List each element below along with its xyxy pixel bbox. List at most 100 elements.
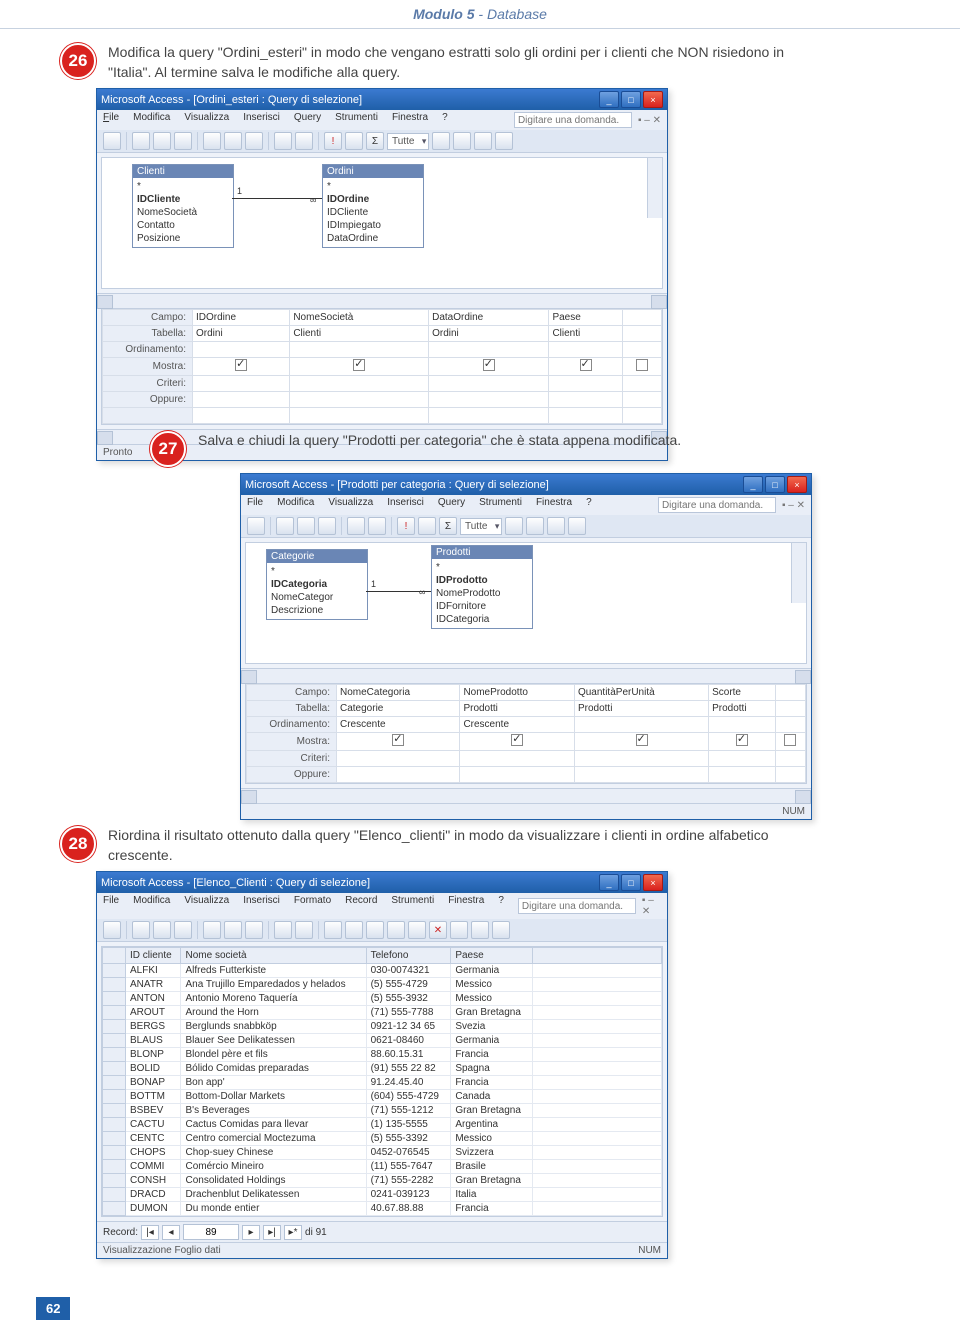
menu-item[interactable]: ?: [498, 895, 504, 917]
menu-item[interactable]: Inserisci: [243, 895, 280, 917]
menu-item[interactable]: Strumenti: [479, 497, 522, 513]
menu-item[interactable]: Modifica: [133, 895, 170, 917]
toolbar-icon[interactable]: [495, 132, 513, 150]
table-prodotti[interactable]: Prodotti * IDProdotto NomeProdotto IDFor…: [431, 545, 533, 629]
toolbar-icon[interactable]: [224, 132, 242, 150]
maximize-button[interactable]: □: [621, 91, 641, 108]
toolbar-icon[interactable]: [471, 921, 489, 939]
maximize-button[interactable]: □: [621, 874, 641, 891]
help-input[interactable]: [518, 898, 636, 914]
toolbar-icon[interactable]: [547, 517, 565, 535]
toolbar-icon[interactable]: [203, 921, 221, 939]
horizontal-scrollbar[interactable]: [241, 668, 811, 683]
menu-item[interactable]: Finestra: [448, 895, 484, 917]
close-button[interactable]: ×: [643, 874, 663, 891]
menu-item[interactable]: Record: [345, 895, 377, 917]
qbe-grid[interactable]: Campo: IDOrdineNomeSocietàDataOrdinePaes…: [101, 308, 663, 425]
menu-item[interactable]: File: [103, 895, 119, 917]
close-button[interactable]: ×: [787, 476, 807, 493]
nav-prev-button[interactable]: ◂: [162, 1225, 180, 1240]
menu-item[interactable]: Visualizza: [328, 497, 373, 513]
menu-file[interactable]: FFileile: [103, 112, 119, 128]
table-row[interactable]: DRACDDrachenblut Delikatessen0241-039123…: [103, 1188, 662, 1202]
toolbar-icon[interactable]: [245, 921, 263, 939]
sigma-icon[interactable]: Σ: [366, 132, 384, 150]
toolbar-icon[interactable]: [368, 517, 386, 535]
run-icon[interactable]: !: [324, 132, 342, 150]
table-row[interactable]: BLONPBlondel père et fils88.60.15.31Fran…: [103, 1048, 662, 1062]
table-categorie[interactable]: Categorie * IDCategoria NomeCategor Desc…: [266, 549, 368, 620]
table-row[interactable]: CONSHConsolidated Holdings(71) 555-2282G…: [103, 1174, 662, 1188]
menu-help[interactable]: ?: [442, 112, 448, 128]
table-row[interactable]: BLAUSBlauer See Delikatessen0621-08460Ge…: [103, 1034, 662, 1048]
toolbar-icon[interactable]: [318, 517, 336, 535]
table-clienti[interactable]: Clienti * IDCliente NomeSocietà Contatto…: [132, 164, 234, 248]
menu-item[interactable]: Strumenti: [391, 895, 434, 917]
help-input[interactable]: [514, 112, 632, 128]
menu-strumenti[interactable]: Strumenti: [335, 112, 378, 128]
table-row[interactable]: BERGSBerglunds snabbköp0921-12 34 65Svez…: [103, 1020, 662, 1034]
table-row[interactable]: CHOPSChop-suey Chinese0452-076545Svizzer…: [103, 1146, 662, 1160]
toolbar-icon[interactable]: [174, 132, 192, 150]
toolbar-icon[interactable]: [174, 921, 192, 939]
toolbar-icon[interactable]: [453, 132, 471, 150]
toolbar-icon[interactable]: [297, 517, 315, 535]
horizontal-scrollbar[interactable]: [241, 788, 811, 803]
menu-item[interactable]: Query: [438, 497, 465, 513]
delete-icon[interactable]: ✕: [429, 921, 447, 939]
toolbar-icon[interactable]: [132, 921, 150, 939]
top-values-combo[interactable]: Tutte: [460, 518, 502, 535]
toolbar-icon[interactable]: [295, 132, 313, 150]
toolbar-icon[interactable]: [203, 132, 221, 150]
vertical-scrollbar[interactable]: [647, 158, 662, 218]
toolbar-icon[interactable]: [132, 132, 150, 150]
toolbar-icon[interactable]: [387, 921, 405, 939]
toolbar-icon[interactable]: [408, 921, 426, 939]
table-row[interactable]: ALFKIAlfreds Futterkiste030-0074321Germa…: [103, 964, 662, 978]
toolbar-icon[interactable]: [366, 921, 384, 939]
table-ordini[interactable]: Ordini * IDOrdine IDCliente IDImpiegato …: [322, 164, 424, 248]
qbe-grid[interactable]: Campo: NomeCategoriaNomeProdottoQuantità…: [245, 683, 807, 784]
nav-next-button[interactable]: ▸: [242, 1225, 260, 1240]
sort-desc-icon[interactable]: [295, 921, 313, 939]
table-row[interactable]: BOLIDBólido Comidas preparadas(91) 555 2…: [103, 1062, 662, 1076]
toolbar-icon[interactable]: [474, 132, 492, 150]
toolbar-icon[interactable]: [274, 132, 292, 150]
top-values-combo[interactable]: Tutte: [387, 133, 429, 150]
toolbar-icon[interactable]: [224, 921, 242, 939]
toolbar-icon[interactable]: [153, 921, 171, 939]
minimize-button[interactable]: _: [599, 874, 619, 891]
horizontal-scrollbar[interactable]: [97, 293, 667, 308]
table-row[interactable]: BONAPBon app'91.24.45.40Francia: [103, 1076, 662, 1090]
menu-item[interactable]: Visualizza: [184, 895, 229, 917]
toolbar-icon[interactable]: [345, 132, 363, 150]
toolbar-icon[interactable]: [526, 517, 544, 535]
nav-first-button[interactable]: |◂: [141, 1225, 159, 1240]
table-row[interactable]: ANATRAna Trujillo Emparedados y helados(…: [103, 978, 662, 992]
maximize-button[interactable]: □: [765, 476, 785, 493]
toolbar-icon[interactable]: [347, 517, 365, 535]
menu-item[interactable]: Inserisci: [387, 497, 424, 513]
toolbar-icon[interactable]: [276, 517, 294, 535]
table-row[interactable]: DUMONDu monde entier40.67.88.88Francia: [103, 1202, 662, 1216]
minimize-button[interactable]: _: [599, 91, 619, 108]
toolbar-icon[interactable]: [103, 921, 121, 939]
nav-last-button[interactable]: ▸|: [263, 1225, 281, 1240]
toolbar-icon[interactable]: [450, 921, 468, 939]
toolbar-icon[interactable]: [153, 132, 171, 150]
menu-finestra[interactable]: Finestra: [392, 112, 428, 128]
toolbar-icon[interactable]: [568, 517, 586, 535]
menu-item[interactable]: Finestra: [536, 497, 572, 513]
toolbar-icon[interactable]: [345, 921, 363, 939]
table-row[interactable]: COMMIComércio Mineiro(11) 555-7647Brasil…: [103, 1160, 662, 1174]
table-row[interactable]: BSBEVB's Beverages(71) 555-1212Gran Bret…: [103, 1104, 662, 1118]
nav-new-button[interactable]: ▸*: [284, 1225, 302, 1240]
toolbar-icon[interactable]: [505, 517, 523, 535]
sort-asc-icon[interactable]: [274, 921, 292, 939]
toolbar-icon[interactable]: [103, 132, 121, 150]
table-row[interactable]: ANTONAntonio Moreno Taquería(5) 555-3932…: [103, 992, 662, 1006]
toolbar-icon[interactable]: [418, 517, 436, 535]
vertical-scrollbar[interactable]: [791, 543, 806, 603]
menu-inserisci[interactable]: Inserisci: [243, 112, 280, 128]
datasheet[interactable]: ID cliente Nome società Telefono Paese A…: [101, 946, 663, 1217]
